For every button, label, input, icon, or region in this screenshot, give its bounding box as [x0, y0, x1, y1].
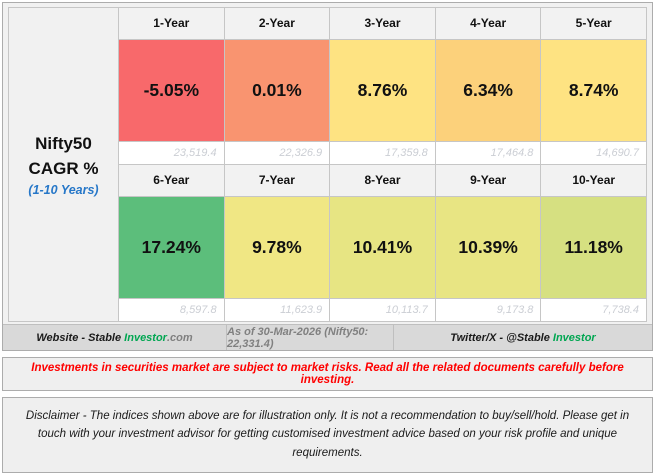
col-header-3y: 3-Year	[330, 8, 436, 40]
website-brand: Investor	[124, 331, 167, 344]
cagr-value-4y: 6.34%	[435, 40, 542, 142]
cagr-value-7y: 9.78%	[224, 197, 331, 299]
table-title-cell: Nifty50 CAGR % (1-10 Years)	[8, 7, 118, 322]
index-level-2y: 22,326.9	[224, 142, 331, 165]
col-header-10y: 10-Year	[541, 165, 647, 197]
disclaimer-text: Disclaimer - The indices shown above are…	[2, 397, 653, 473]
col-header-9y: 9-Year	[435, 165, 542, 197]
cagr-value-8y: 10.41%	[330, 197, 436, 299]
index-level-5y: 14,690.7	[541, 142, 647, 165]
index-level-9y: 9,173.8	[435, 299, 542, 322]
returns-grid: 1-Year 2-Year 3-Year 4-Year 5-Year -5.05…	[118, 7, 647, 322]
metric-name: CAGR %	[28, 159, 99, 178]
index-level-3y: 17,359.8	[330, 142, 436, 165]
col-header-5y: 5-Year	[541, 8, 647, 40]
cagr-value-2y: 0.01%	[224, 40, 331, 142]
website-credit-prefix: Website - Stable	[36, 331, 122, 344]
col-header-8y: 8-Year	[330, 165, 436, 197]
website-credit-suffix: .com	[166, 331, 193, 344]
cagr-value-5y: 8.74%	[541, 40, 647, 142]
as-of-date-label: As of 30-Mar-2026 (Nifty50: 22,331.4)	[226, 325, 393, 350]
index-level-4y: 17,464.8	[435, 142, 542, 165]
cagr-value-3y: 8.76%	[330, 40, 436, 142]
col-header-7y: 7-Year	[224, 165, 331, 197]
cagr-value-10y: 11.18%	[541, 197, 647, 299]
cagr-value-9y: 10.39%	[435, 197, 542, 299]
twitter-brand: Investor	[552, 331, 596, 344]
index-level-8y: 10,113.7	[330, 299, 436, 322]
cagr-value-6y: 17.24%	[119, 197, 225, 299]
twitter-credit-prefix: Twitter/X - @Stable	[450, 331, 550, 344]
col-header-1y: 1-Year	[119, 8, 225, 40]
index-level-1y: 23,519.4	[119, 142, 225, 165]
col-header-4y: 4-Year	[435, 8, 542, 40]
source-footer-bar: Website - Stable Investor .com As of 30-M…	[3, 324, 652, 350]
website-credit: Website - Stable Investor .com	[3, 325, 226, 350]
col-header-2y: 2-Year	[224, 8, 331, 40]
year-range-label: (1-10 Years)	[28, 182, 99, 197]
index-level-10y: 7,738.4	[541, 299, 647, 322]
market-risk-warning: Investments in securities market are sub…	[2, 357, 653, 391]
cagr-table-card: Nifty50 CAGR % (1-10 Years) 1-Year 2-Yea…	[2, 2, 653, 351]
cagr-matrix: Nifty50 CAGR % (1-10 Years) 1-Year 2-Yea…	[8, 7, 647, 322]
cagr-value-1y: -5.05%	[119, 40, 225, 142]
index-level-7y: 11,623.9	[224, 299, 331, 322]
twitter-credit: Twitter/X - @Stable Investor	[393, 325, 652, 350]
index-level-6y: 8,597.8	[119, 299, 225, 322]
col-header-6y: 6-Year	[119, 165, 225, 197]
index-name: Nifty50	[35, 134, 92, 154]
